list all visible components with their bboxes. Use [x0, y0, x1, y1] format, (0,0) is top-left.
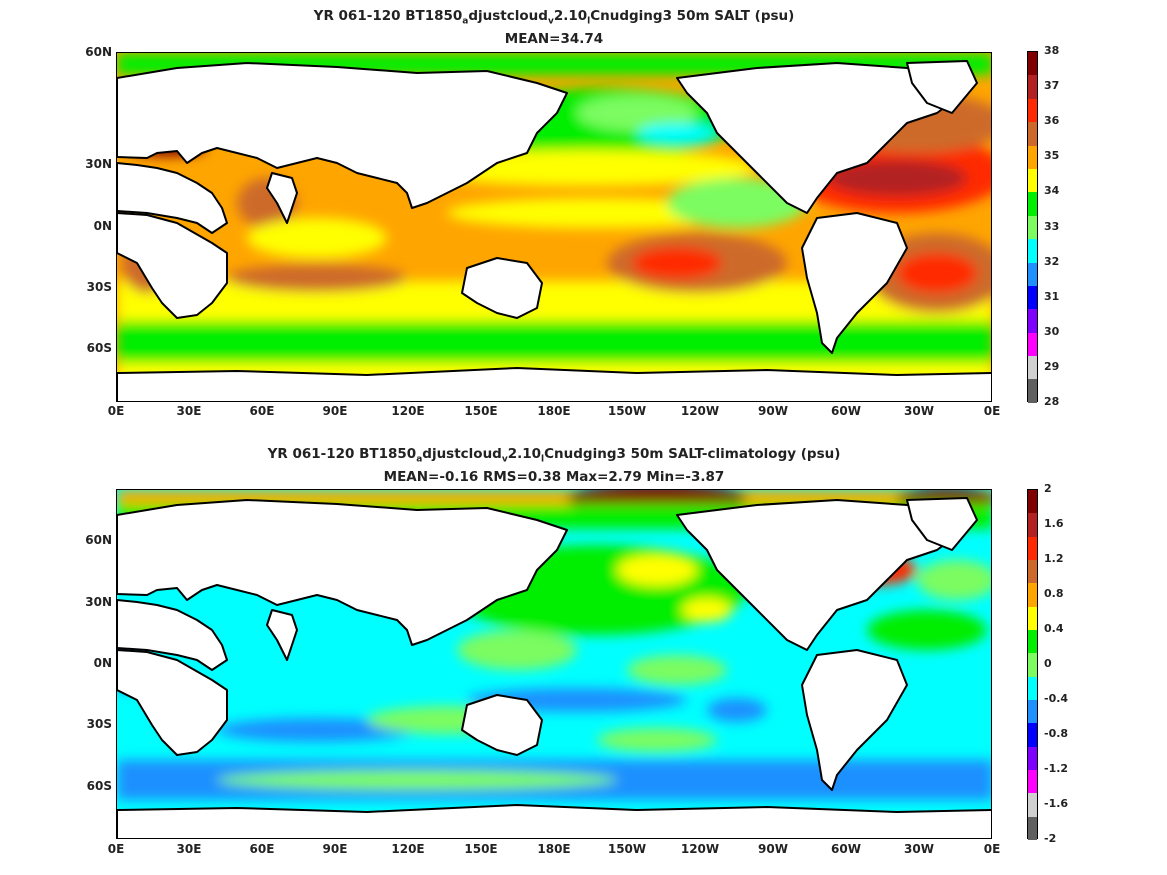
colorbar-swatch	[1028, 559, 1037, 584]
panel1-lon-label: 120E	[391, 404, 425, 418]
panel2-colorbar-label: 0.8	[1044, 587, 1064, 600]
panel2-colorbar-label: -0.8	[1044, 727, 1069, 740]
panel2-lon-label: 30E	[176, 842, 202, 856]
panel2-map	[116, 489, 992, 839]
panel1-colorbar-label: 38	[1044, 44, 1060, 57]
colorbar-swatch	[1028, 192, 1037, 216]
panel1-lon-label: 150E	[464, 404, 498, 418]
panel2-lon-label: 150W	[607, 842, 647, 856]
panel1-lat-60n: 60N	[85, 45, 112, 59]
panel2-colorbar-label: 1.6	[1044, 517, 1064, 530]
panel2-lon-label: 90W	[758, 842, 788, 856]
panel2-lon-label: 150E	[464, 842, 498, 856]
panel2-lon-label: 120E	[391, 842, 425, 856]
panel2-colorbar-label: 0	[1044, 657, 1052, 670]
panel2-title: YR 061-120 BT1850adjustcloudv2.10lCnudgi…	[267, 446, 841, 465]
panel1-colorbar-label: 37	[1044, 79, 1060, 93]
colorbar-swatch	[1028, 513, 1037, 537]
panel1-lon-label: 150W	[607, 404, 647, 418]
panel1-lon-label: 120W	[680, 404, 720, 418]
panel1-lon-label: 60E	[249, 404, 275, 418]
colorbar-swatch	[1028, 262, 1037, 286]
panel1-colorbar-label: 33	[1044, 219, 1060, 233]
colorbar-swatch	[1028, 769, 1037, 794]
panel1-lat-60s: 60S	[86, 341, 112, 355]
panel1-colorbar-label: 36	[1044, 114, 1060, 128]
panel2-lat-60s: 60S	[86, 779, 112, 793]
panel1-colorbar-label: 30	[1044, 324, 1060, 338]
panel1-colorbar-label: 29	[1044, 359, 1060, 373]
panel1-lon-label: 30W	[904, 404, 934, 418]
panel1-colorbar-label: 31	[1044, 289, 1060, 303]
colorbar-swatch	[1028, 606, 1037, 630]
panel2-lat-60n: 60N	[85, 533, 112, 547]
panel2-stats: MEAN=-0.16 RMS=0.38 Max=2.79 Min=-3.87	[383, 469, 725, 485]
colorbar-swatch	[1028, 793, 1037, 817]
colorbar-swatch	[1028, 356, 1037, 380]
panel1-lon-label: 90E	[322, 404, 348, 418]
panel1-lat-30n: 30N	[85, 157, 112, 171]
panel1-lon-label: 0E	[983, 404, 1001, 418]
colorbar-swatch	[1028, 676, 1037, 700]
colorbar-swatch	[1028, 746, 1037, 770]
panel1-lat-30s: 30S	[86, 280, 112, 294]
panel2-colorbar-label: -2	[1044, 832, 1057, 845]
panel2-colorbar-label: 2	[1044, 482, 1052, 495]
colorbar-swatch	[1028, 490, 1037, 514]
panel2-colorbar-label: -1.2	[1044, 762, 1069, 775]
colorbar-swatch	[1028, 379, 1037, 403]
colorbar-swatch	[1028, 75, 1037, 99]
panel2-colorbar	[1027, 489, 1038, 840]
panel2-lon-label: 180E	[537, 842, 571, 856]
panel1-map	[116, 52, 992, 402]
colorbar-swatch	[1028, 309, 1037, 333]
panel2-lon-label: 120W	[680, 842, 720, 856]
panel2-lat-30s: 30S	[86, 717, 112, 731]
colorbar-swatch	[1028, 285, 1037, 310]
colorbar-swatch	[1028, 215, 1037, 240]
panel1-colorbar-label: 34	[1044, 184, 1060, 198]
colorbar-swatch	[1028, 583, 1037, 607]
panel1-lon-label: 60W	[831, 404, 861, 418]
panel1-colorbar	[1027, 51, 1038, 403]
colorbar-swatch	[1028, 536, 1037, 560]
panel2-lon-label: 0E	[107, 842, 125, 856]
panel2-lon-label: 30W	[904, 842, 934, 856]
colorbar-swatch	[1028, 629, 1037, 654]
panel2-lon-label: 90E	[322, 842, 348, 856]
panel2-colorbar-label: 1.2	[1044, 552, 1064, 565]
colorbar-swatch	[1028, 52, 1037, 76]
panel1-stats: MEAN=34.74	[504, 31, 604, 47]
panel2-colorbar-label: 0.4	[1044, 622, 1064, 635]
panel2-lon-label: 60E	[249, 842, 275, 856]
panel2-colorbar-label: -0.4	[1044, 692, 1069, 705]
colorbar-swatch	[1028, 145, 1037, 169]
colorbar-swatch	[1028, 332, 1037, 357]
colorbar-swatch	[1028, 98, 1037, 123]
panel1-colorbar-label: 32	[1044, 254, 1060, 268]
panel2-lon-label: 0E	[983, 842, 1001, 856]
colorbar-swatch	[1028, 653, 1037, 677]
colorbar-swatch	[1028, 122, 1037, 146]
panel1-colorbar-label: 35	[1044, 149, 1060, 163]
panel1-lon-label: 30E	[176, 404, 202, 418]
panel1-colorbar-label: 28	[1044, 395, 1060, 408]
colorbar-swatch	[1028, 816, 1037, 840]
colorbar-swatch	[1028, 168, 1037, 193]
panel2-lat-30n: 30N	[85, 595, 112, 609]
panel2-colorbar-label: -1.6	[1044, 797, 1069, 810]
colorbar-swatch	[1028, 699, 1037, 724]
panel1-lat-0n: 0N	[93, 219, 112, 233]
panel1-title: YR 061-120 BT1850adjustcloudv2.10lCnudgi…	[313, 8, 795, 27]
panel1-lon-label: 180E	[537, 404, 571, 418]
colorbar-swatch	[1028, 723, 1037, 747]
panel2-lon-label: 60W	[831, 842, 861, 856]
panel1-lon-label: 90W	[758, 404, 788, 418]
panel2-lat-0n: 0N	[93, 656, 112, 670]
colorbar-swatch	[1028, 239, 1037, 263]
panel1-lon-label: 0E	[107, 404, 125, 418]
